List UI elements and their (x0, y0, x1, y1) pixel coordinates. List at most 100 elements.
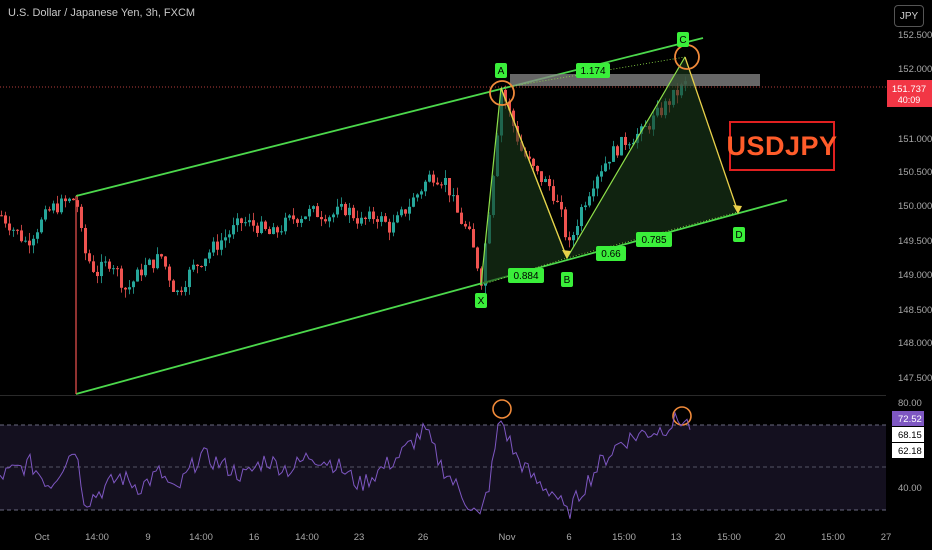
candle-body (572, 235, 575, 241)
candle-body (444, 177, 447, 185)
price-tick: 150.000 (898, 201, 932, 212)
candle-body (252, 220, 255, 226)
candle-body (536, 165, 539, 172)
price-axis[interactable]: 152.500 152.000 151.000 150.500 150.000 … (898, 30, 932, 384)
candle-body (80, 206, 83, 228)
candle-body (376, 219, 379, 222)
candle-body (208, 252, 211, 259)
candle-body (580, 207, 583, 227)
time-tick: Nov (499, 532, 516, 543)
candle-body (344, 203, 347, 216)
price-tick: 148.500 (898, 305, 932, 316)
candle-body (352, 207, 355, 219)
candle-body (168, 266, 171, 281)
candle-body (512, 110, 515, 127)
candle-body (604, 163, 607, 172)
candle-body (40, 219, 43, 233)
candle-body (412, 197, 415, 207)
candle-body (316, 206, 319, 218)
symbol-title[interactable]: U.S. Dollar / Japanese Yen, 3h, FXCM (8, 7, 196, 19)
candle-body (264, 221, 267, 230)
ratio-line-bd (566, 211, 739, 259)
candle-body (52, 203, 55, 211)
candle-body (76, 200, 79, 207)
candle-body (400, 209, 403, 216)
highlight-circle-a (489, 80, 515, 106)
time-tick: 15:00 (821, 532, 845, 543)
rsi-line (0, 411, 691, 519)
candle-body (8, 223, 11, 231)
candle-body (148, 259, 151, 265)
candle-body (404, 209, 407, 214)
candle-body (612, 146, 615, 162)
projection-a-b (500, 87, 568, 259)
candle-body (248, 220, 251, 223)
candle-body (576, 226, 579, 236)
candle-body (388, 221, 391, 233)
candle-body (272, 227, 275, 235)
candle-body (96, 271, 99, 277)
candle-body (324, 219, 327, 222)
candle-body (56, 203, 59, 213)
candle-body (228, 234, 231, 238)
candle-body (216, 241, 219, 250)
candle-body (504, 89, 507, 102)
candle-body (220, 240, 223, 250)
candle-body (320, 217, 323, 220)
candle-body (244, 222, 247, 224)
candle-body (188, 269, 191, 288)
point-label-a-text: A (498, 66, 505, 77)
ratio-label-bd: 0.785 (636, 232, 672, 247)
time-axis[interactable]: Oct 14:00 9 14:00 16 14:00 23 26 Nov 6 1… (35, 532, 892, 543)
price-tick: 149.500 (898, 236, 932, 247)
current-price-badge: 151.737 40:09 (887, 80, 932, 107)
candle-body (88, 253, 91, 262)
candle-body (140, 269, 143, 276)
point-label-x: X (475, 293, 487, 308)
rsi-axis[interactable]: 80.00 72.52 68.15 62.18 40.00 (892, 398, 924, 494)
candle-body (380, 216, 383, 222)
candle-body (192, 264, 195, 270)
candle-body (4, 215, 7, 224)
ratio-label-bd-text: 0.785 (641, 235, 666, 246)
candle-body (564, 209, 567, 238)
candle-body (332, 214, 335, 218)
time-tick: 9 (145, 532, 150, 543)
candle-body (384, 216, 387, 222)
rsi-lower-text: 62.18 (898, 446, 922, 457)
candle-body (136, 269, 139, 282)
candle-body (424, 181, 427, 192)
candle-body (568, 237, 571, 241)
candle-body (596, 176, 599, 189)
candle-body (560, 201, 563, 210)
candle-body (392, 222, 395, 233)
candle-body (36, 232, 39, 239)
candle-body (288, 215, 291, 218)
candle-body (420, 191, 423, 195)
time-tick: 14:00 (189, 532, 213, 543)
time-tick: 20 (775, 532, 786, 543)
candle-body (616, 146, 619, 156)
candle-body (348, 207, 351, 216)
candle-body (16, 229, 19, 231)
candle-body (104, 261, 107, 263)
currency-button[interactable]: JPY (894, 5, 924, 27)
ratio-label-ac: 1.174 (576, 63, 610, 78)
ratio-label-xb: 0.884 (508, 268, 544, 283)
ratio-label-xb-text: 0.884 (513, 271, 538, 282)
rsi-value-text: 72.52 (898, 414, 922, 425)
candle-body (308, 208, 311, 217)
candle-body (340, 203, 343, 207)
candle-body (28, 240, 31, 246)
candle-body (68, 198, 71, 202)
candle-body (84, 227, 87, 254)
time-tick: 15:00 (612, 532, 636, 543)
projection-c-d (684, 56, 739, 213)
candle-body (128, 287, 131, 290)
time-tick: Oct (35, 532, 50, 543)
resistance-zone (510, 74, 760, 86)
candle-body (620, 136, 623, 156)
candle-body (156, 254, 159, 269)
candle-body (552, 186, 555, 201)
